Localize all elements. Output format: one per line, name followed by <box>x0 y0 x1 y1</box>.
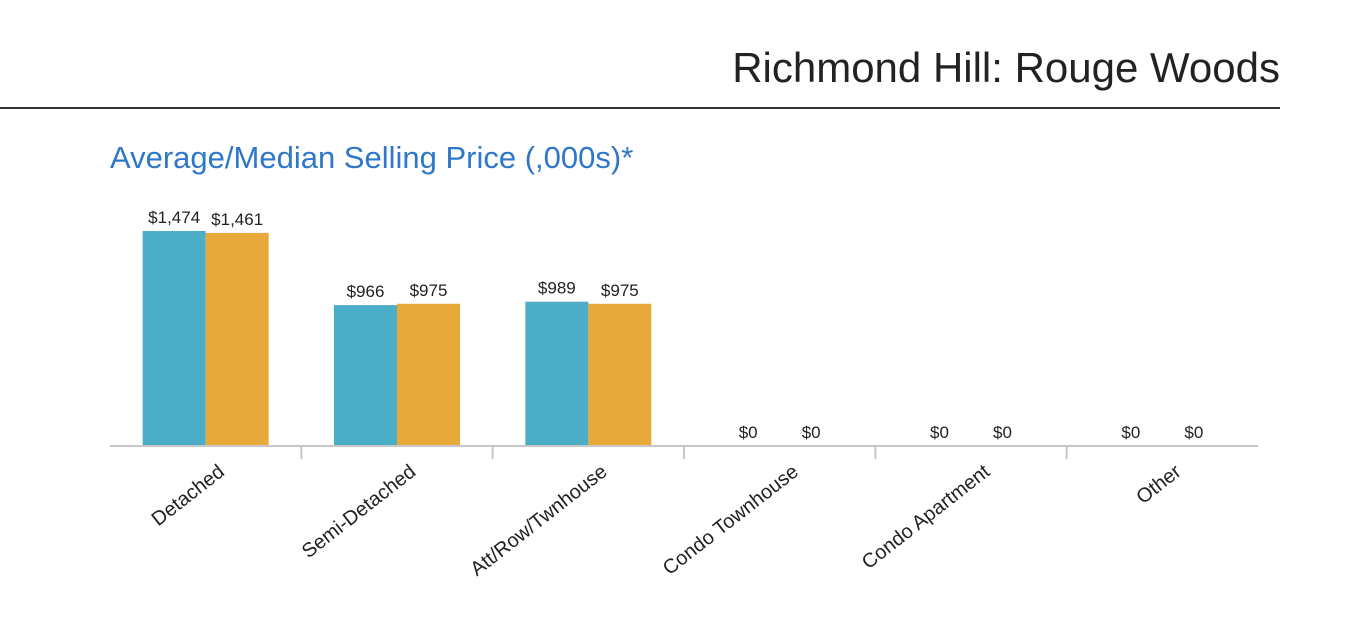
bar-median-0 <box>205 232 269 446</box>
bar-average-0 <box>142 231 206 446</box>
x-tick-label-2: Att/Row/Twnhouse <box>466 461 611 581</box>
data-label-median-2: $975 <box>601 281 639 300</box>
data-label-average-2: $989 <box>538 279 576 298</box>
bar-average-1 <box>334 305 397 446</box>
bar-median-1 <box>397 303 460 446</box>
data-label-average-1: $966 <box>347 282 385 301</box>
data-label-average-5: $0 <box>1121 423 1140 442</box>
x-tick-label-4: Condo Apartment <box>858 460 995 573</box>
data-label-average-4: $0 <box>930 423 949 442</box>
x-tick-label-5: Other <box>1132 460 1185 508</box>
bar-average-2 <box>525 301 589 446</box>
x-tick-label-1: Semi-Detached <box>298 461 420 563</box>
data-label-average-0: $1,474 <box>148 208 200 227</box>
data-label-median-3: $0 <box>802 423 821 442</box>
data-label-average-3: $0 <box>739 423 758 442</box>
data-label-median-0: $1,461 <box>211 210 263 229</box>
x-tick-label-3: Condo Townhouse <box>659 461 803 580</box>
data-label-median-4: $0 <box>993 423 1012 442</box>
data-label-median-5: $0 <box>1184 423 1203 442</box>
data-label-median-1: $975 <box>410 281 448 300</box>
bar-median-2 <box>588 303 652 446</box>
page-header: Richmond Hill: Rouge Woods <box>0 0 1280 110</box>
chart-title: Average/Median Selling Price (,000s)* <box>110 140 634 175</box>
header-divider <box>0 107 1280 109</box>
x-tick-label-0: Detached <box>148 461 229 531</box>
page-title: Richmond Hill: Rouge Woods <box>732 44 1280 91</box>
